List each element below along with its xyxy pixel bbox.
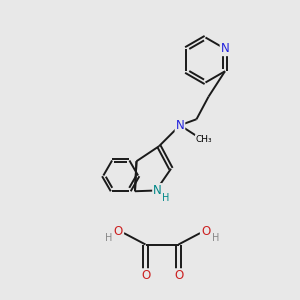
Text: H: H (212, 232, 219, 243)
Text: O: O (201, 225, 210, 238)
Text: O: O (114, 225, 123, 238)
Text: H: H (162, 193, 169, 203)
Text: O: O (141, 269, 150, 282)
Text: O: O (174, 269, 183, 282)
Text: N: N (220, 42, 230, 55)
Text: H: H (105, 232, 112, 243)
Text: CH₃: CH₃ (196, 135, 212, 144)
Text: N: N (176, 119, 184, 132)
Text: N: N (153, 184, 162, 197)
